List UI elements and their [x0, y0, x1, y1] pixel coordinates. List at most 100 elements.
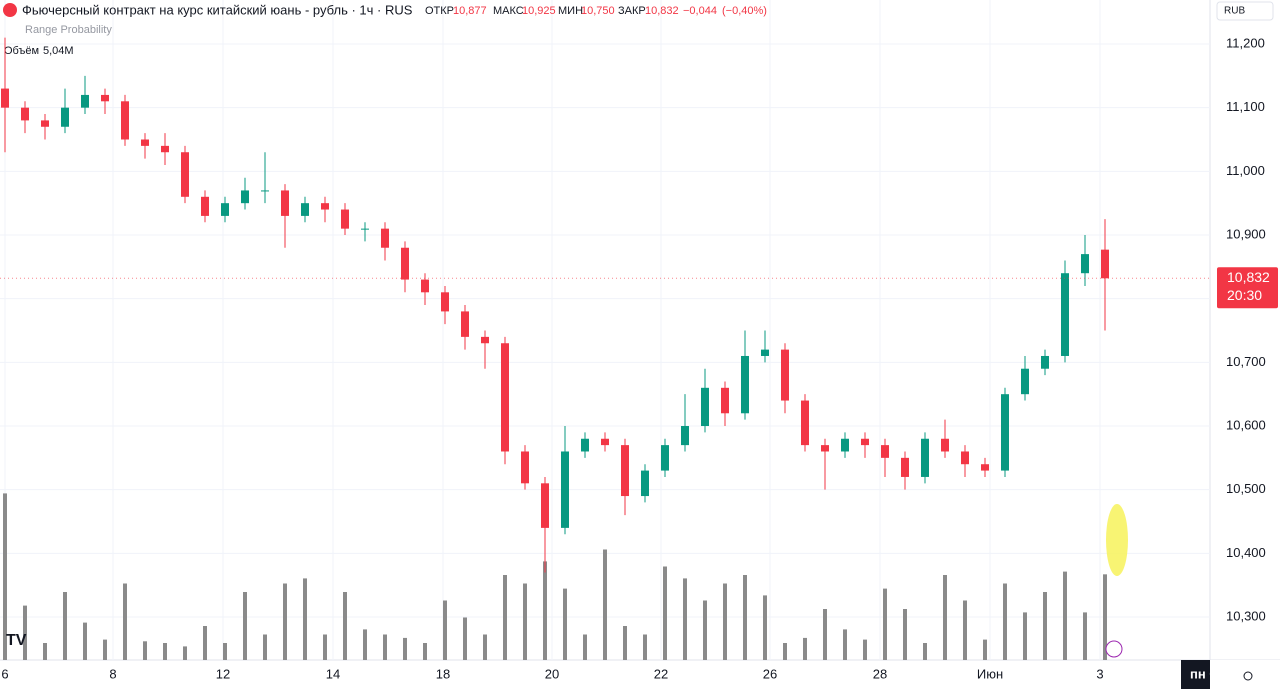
candle-body [621, 445, 629, 497]
corner [1210, 660, 1280, 689]
candle-body [661, 445, 669, 471]
candle-body [121, 101, 129, 140]
candle-body [261, 190, 269, 192]
candle-body [521, 451, 529, 484]
volume-bar [603, 549, 607, 660]
legend-label: ОТКР [425, 5, 454, 17]
candle-body [901, 457, 909, 477]
candle-body [321, 203, 329, 210]
volume-bar [623, 626, 627, 660]
legend-label: МАКС [493, 5, 524, 17]
volume-bar [343, 592, 347, 660]
candle-body [401, 247, 409, 280]
candle-body [781, 349, 789, 401]
settings-icon[interactable] [1243, 671, 1253, 681]
candle-body [721, 387, 729, 414]
volume-bar [723, 583, 727, 660]
price-tag-value: 10,832 [1227, 269, 1270, 285]
price-tag-time: 20:30 [1227, 287, 1262, 303]
legend-value: −0,044 [683, 5, 717, 17]
x-tick-label: 18 [436, 666, 450, 681]
volume-bar [523, 583, 527, 660]
indicator-name[interactable]: Range Probability [25, 24, 112, 36]
volume-bar [3, 493, 7, 660]
volume-bar [383, 634, 387, 660]
candle-body [821, 445, 829, 452]
candle-body [241, 190, 249, 204]
volume-bar [743, 575, 747, 660]
candle-body [41, 120, 49, 127]
volume-bar [303, 578, 307, 660]
candle-body [141, 139, 149, 146]
candle-body [701, 387, 709, 427]
candle-body [581, 438, 589, 452]
volume-bar [1083, 612, 1087, 660]
candle-body [301, 203, 309, 216]
currency[interactable]: RUB [1224, 6, 1245, 17]
candle-body [881, 445, 889, 458]
volume-bar [183, 646, 187, 660]
candle-body [361, 228, 369, 230]
volume-bar [403, 637, 407, 660]
volume-bar [83, 622, 87, 660]
volume-bar [643, 634, 647, 660]
candle-body [161, 145, 169, 153]
volume-bar [283, 583, 287, 660]
candle-body [1081, 254, 1089, 274]
y-tick-label: 10,900 [1226, 226, 1266, 241]
volume-bar [663, 566, 667, 660]
candle-body [801, 400, 809, 446]
legend-value: (−0,40%) [722, 5, 767, 17]
candle-body [961, 451, 969, 465]
x-tick-label: 3 [1096, 666, 1103, 681]
y-tick-label: 10,600 [1226, 417, 1266, 432]
candle-body [461, 311, 469, 337]
candle-body [21, 107, 29, 121]
candle-body [441, 292, 449, 312]
legend-value: 10,877 [453, 5, 487, 17]
candle-body [221, 203, 229, 216]
volume-bar [363, 629, 367, 660]
volume-bar [43, 643, 47, 660]
x-tick-label: 28 [873, 666, 887, 681]
candle-body [181, 152, 189, 197]
volume-bar [503, 575, 507, 660]
volume-bar [23, 605, 27, 660]
candle-body [501, 343, 509, 452]
volume-bar [683, 578, 687, 660]
x-tick-label: 8 [109, 666, 116, 681]
volume-bar [143, 641, 147, 660]
x-tick-label: 14 [326, 666, 340, 681]
volume-bar [843, 629, 847, 660]
highlight [1106, 504, 1128, 576]
currency-button[interactable] [1216, 1, 1274, 21]
price-tag [1217, 267, 1278, 309]
y-tick-label: 10,300 [1226, 608, 1266, 623]
candle-body [841, 438, 849, 452]
y-tick-label: 11,100 [1226, 99, 1265, 114]
candle-body [1001, 394, 1009, 471]
volume-bar [123, 583, 127, 660]
legend-label: ЗАКР [618, 5, 646, 17]
candle-body [1021, 368, 1029, 395]
volume-bar [63, 592, 67, 660]
candle-body [641, 470, 649, 497]
y-tick-label: 10,700 [1226, 354, 1266, 369]
volume-bar [943, 575, 947, 660]
volume-bar [903, 609, 907, 660]
alert-icon[interactable] [1105, 640, 1123, 658]
volume-bar [1023, 612, 1027, 660]
volume-bar [203, 626, 207, 660]
candle-body [861, 438, 869, 446]
volume-bar [1003, 583, 1007, 660]
legend-value: 10,832 [645, 5, 679, 17]
volume-bar [1063, 571, 1067, 660]
candle-body [1041, 355, 1049, 369]
candle-body [281, 190, 289, 216]
volume-bar [923, 643, 927, 660]
candle-body [761, 349, 769, 356]
y-tick-label: 11,000 [1226, 163, 1265, 178]
